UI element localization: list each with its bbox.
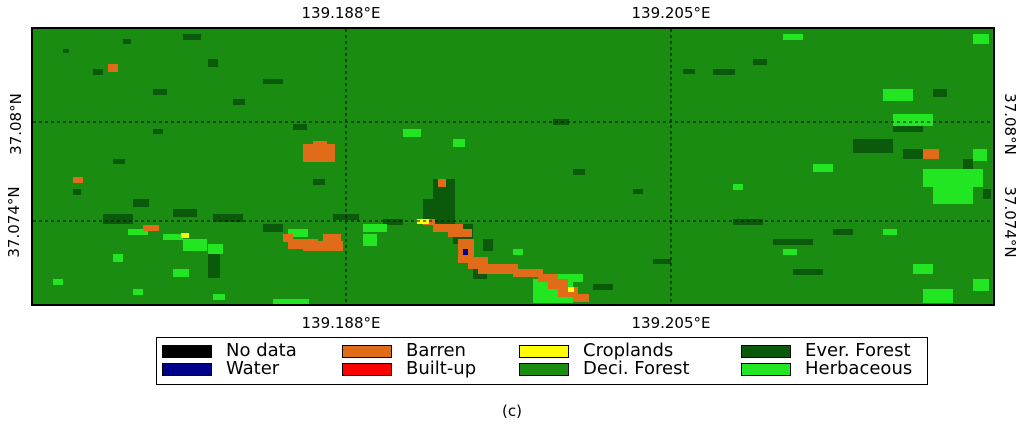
legend-swatch-barren — [342, 345, 392, 358]
legend-swatch-deci-forest — [519, 363, 569, 376]
legend-label: Deci. Forest — [583, 358, 690, 379]
lon-tick-bottom-2: 139.205°E — [631, 314, 711, 332]
legend-label: No data — [226, 340, 297, 361]
legend-swatch-herbaceous — [741, 363, 791, 376]
lon-tick-bottom-1: 139.188°E — [301, 314, 381, 332]
lon-tick-top-2: 139.205°E — [631, 4, 711, 22]
legend-swatch-water — [162, 363, 212, 376]
legend-label: Herbaceous — [805, 358, 913, 379]
water-patches — [463, 249, 468, 255]
barren-patches — [73, 64, 939, 302]
legend-swatch-ever-forest — [741, 345, 791, 358]
lon-tick-top-1: 139.188°E — [301, 4, 381, 22]
figure-caption: (c) — [502, 402, 522, 420]
legend-swatch-croplands — [519, 345, 569, 358]
legend-swatch-built-up — [342, 363, 392, 376]
lat-tick-right-1: 37.08°N — [1001, 93, 1019, 155]
map-canvas — [33, 29, 993, 304]
land-cover-map[interactable] — [31, 27, 995, 306]
lat-tick-right-2: 37.074°N — [1001, 186, 1019, 258]
legend-swatch-no-data — [162, 345, 212, 358]
legend-label: Water — [226, 358, 280, 379]
ever-forest-patches — [63, 34, 991, 290]
legend-label: Built-up — [406, 358, 477, 379]
lat-tick-left-1: 37.08°N — [7, 93, 25, 155]
gridlines — [33, 29, 993, 304]
legend: No data Water Barren Built-up Croplands … — [156, 337, 928, 385]
legend-label: Ever. Forest — [805, 340, 911, 361]
lat-tick-left-2: 37.074°N — [5, 186, 23, 258]
legend-label: Barren — [406, 340, 466, 361]
legend-label: Croplands — [583, 340, 674, 361]
herbaceous-patches — [53, 34, 989, 304]
